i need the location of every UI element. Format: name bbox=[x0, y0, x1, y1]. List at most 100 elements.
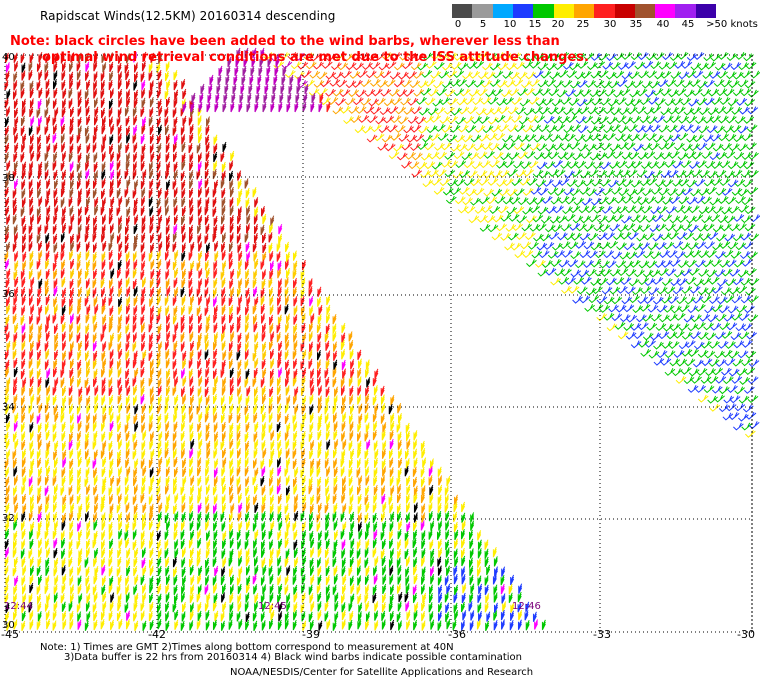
wind-barb bbox=[157, 539, 162, 551]
wind-barb bbox=[621, 52, 633, 60]
wind-barb bbox=[615, 97, 627, 106]
wind-barb bbox=[110, 169, 115, 181]
wind-barb bbox=[569, 80, 581, 89]
wind-barb bbox=[276, 241, 281, 252]
wind-barb bbox=[214, 241, 219, 252]
wind-barb bbox=[5, 404, 10, 415]
wind-barb bbox=[117, 556, 122, 568]
wind-barb bbox=[585, 268, 597, 277]
wind-barb bbox=[421, 610, 426, 622]
wind-barb bbox=[269, 602, 274, 614]
wind-barb bbox=[100, 277, 105, 289]
wind-barb bbox=[140, 530, 145, 541]
wind-barb bbox=[52, 98, 57, 109]
wind-barb bbox=[100, 331, 105, 342]
wind-barb bbox=[92, 188, 97, 199]
wind-barb bbox=[141, 557, 146, 569]
wind-barb bbox=[318, 385, 323, 396]
wind-barb bbox=[450, 78, 461, 87]
wind-barb bbox=[382, 52, 393, 61]
wind-barb bbox=[189, 448, 194, 459]
wind-barb bbox=[721, 331, 733, 339]
wind-barb bbox=[205, 150, 210, 162]
wind-barb bbox=[491, 188, 503, 197]
wind-barb bbox=[509, 619, 514, 631]
wind-barb bbox=[517, 619, 522, 630]
wind-barb bbox=[60, 412, 65, 423]
wind-barb bbox=[655, 223, 667, 232]
wind-barb bbox=[450, 187, 462, 196]
wind-barb bbox=[302, 502, 307, 513]
wind-barb bbox=[503, 178, 514, 187]
wind-barb bbox=[278, 520, 283, 531]
wind-barb bbox=[707, 232, 719, 240]
wind-barb bbox=[333, 350, 338, 362]
wind-barb bbox=[489, 159, 500, 168]
wind-barb bbox=[149, 575, 154, 587]
wind-barb bbox=[661, 295, 673, 304]
wind-barb bbox=[148, 421, 153, 432]
wind-barb bbox=[212, 619, 217, 631]
wind-barb bbox=[535, 179, 547, 188]
wind-barb bbox=[366, 521, 371, 532]
wind-barb bbox=[173, 503, 178, 515]
wind-barb bbox=[738, 62, 749, 71]
wind-barb bbox=[334, 439, 339, 450]
wind-barb bbox=[142, 277, 146, 288]
wind-barb bbox=[747, 251, 758, 260]
wind-barb bbox=[77, 224, 82, 235]
wind-barb bbox=[54, 377, 59, 388]
wind-barb bbox=[38, 52, 43, 63]
wind-barb bbox=[310, 574, 315, 586]
wind-barb bbox=[222, 538, 227, 550]
wind-barb bbox=[237, 448, 241, 459]
wind-barb bbox=[166, 161, 171, 172]
wind-barb bbox=[687, 242, 699, 250]
wind-barb bbox=[676, 232, 688, 241]
wind-barb bbox=[413, 529, 418, 541]
wind-barb bbox=[388, 494, 393, 505]
wind-barb bbox=[270, 215, 275, 226]
wind-barb bbox=[68, 349, 73, 360]
wind-barb bbox=[212, 404, 217, 416]
wind-barb bbox=[109, 179, 114, 190]
wind-barb bbox=[44, 474, 49, 486]
wind-barb bbox=[571, 169, 583, 178]
wind-barb bbox=[181, 547, 186, 558]
wind-barb bbox=[683, 376, 695, 385]
wind-barb bbox=[646, 177, 658, 186]
wind-barb bbox=[546, 62, 557, 71]
lat-lon-grid bbox=[4, 54, 753, 633]
wind-barb bbox=[276, 421, 281, 433]
wind-barb bbox=[742, 404, 754, 413]
wind-barb bbox=[165, 466, 170, 477]
wind-barb bbox=[109, 600, 114, 612]
wind-barb bbox=[149, 367, 154, 378]
wind-barb bbox=[29, 80, 34, 92]
wind-barb bbox=[284, 537, 289, 549]
wind-barb bbox=[492, 88, 503, 97]
wind-barb bbox=[21, 286, 26, 298]
wind-barb bbox=[428, 602, 433, 613]
wind-barb bbox=[277, 260, 282, 271]
wind-barb bbox=[714, 125, 725, 134]
wind-barb bbox=[416, 96, 427, 105]
wind-barb bbox=[102, 456, 107, 468]
wind-barb bbox=[522, 60, 534, 69]
wind-barb bbox=[690, 331, 701, 340]
wind-barb bbox=[14, 142, 19, 154]
wind-barb bbox=[93, 152, 98, 163]
wind-barb bbox=[350, 115, 362, 124]
note-line-1: Note: black circles have been added to t… bbox=[10, 34, 560, 49]
wind-barb bbox=[36, 314, 41, 325]
wind-barb bbox=[36, 584, 41, 595]
wind-barb bbox=[316, 493, 321, 505]
wind-barb bbox=[133, 305, 138, 316]
wind-barb bbox=[101, 539, 106, 550]
wind-barb bbox=[38, 161, 43, 173]
wind-barb bbox=[400, 97, 411, 106]
wind-barb bbox=[45, 79, 50, 90]
wind-barb bbox=[204, 386, 209, 398]
wind-barb bbox=[413, 502, 418, 513]
wind-barb bbox=[44, 70, 49, 81]
